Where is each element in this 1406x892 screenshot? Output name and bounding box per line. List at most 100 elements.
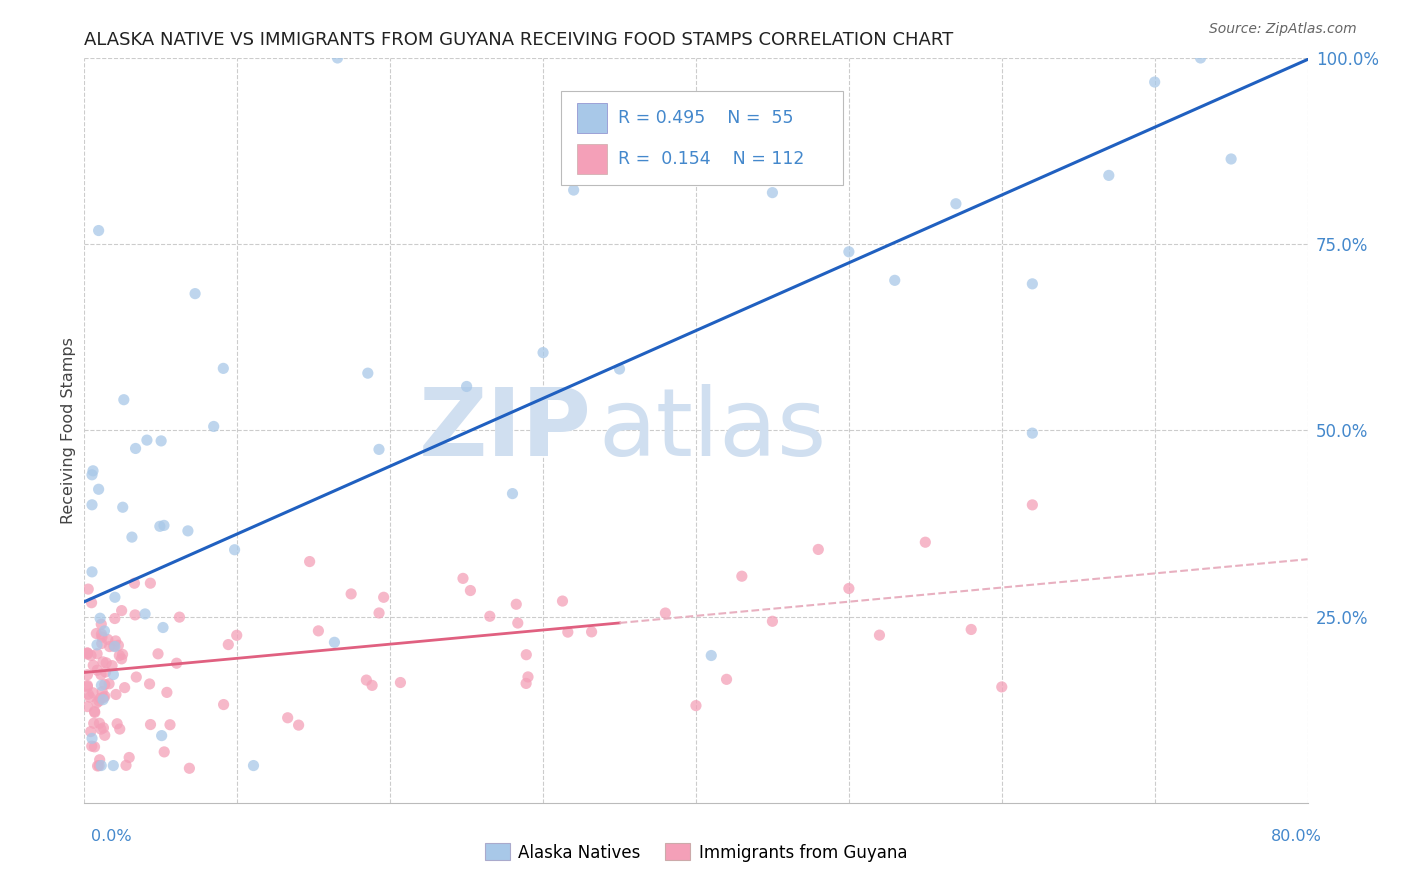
Point <box>89 753 111 767</box>
Point <box>883 273 905 287</box>
Text: Source: ZipAtlas.com: Source: ZipAtlas.com <box>1209 22 1357 37</box>
Point <box>287 718 309 732</box>
Point <box>103 639 125 653</box>
Point <box>98 677 121 691</box>
Point <box>89 691 111 706</box>
Point <box>159 717 181 731</box>
Point <box>150 434 173 448</box>
Point <box>373 591 395 605</box>
Text: 80.0%: 80.0% <box>1271 830 1322 844</box>
Point <box>731 569 754 583</box>
Point <box>609 362 631 376</box>
Point <box>80 498 103 512</box>
Point <box>80 731 103 746</box>
Point <box>77 582 100 596</box>
Point <box>86 663 108 677</box>
Point <box>76 680 98 694</box>
Point <box>89 716 111 731</box>
Point <box>103 667 125 681</box>
Point <box>105 716 128 731</box>
Point <box>177 524 200 538</box>
Point <box>761 186 783 200</box>
Point <box>212 361 235 376</box>
Point <box>179 761 201 775</box>
Point <box>103 758 125 772</box>
Point <box>361 678 384 692</box>
Point <box>110 652 132 666</box>
Point <box>90 627 112 641</box>
Text: atlas: atlas <box>598 384 827 476</box>
Point <box>212 698 235 712</box>
Point <box>152 620 174 634</box>
Point <box>139 576 162 591</box>
Y-axis label: Receiving Food Stamps: Receiving Food Stamps <box>60 337 76 524</box>
Point <box>685 698 707 713</box>
Point <box>515 648 537 662</box>
Point <box>562 183 585 197</box>
Point <box>80 596 103 610</box>
Point <box>502 486 524 500</box>
Point <box>76 678 98 692</box>
Point <box>1021 277 1043 291</box>
Point <box>224 542 246 557</box>
Point <box>114 681 136 695</box>
Point <box>94 690 117 704</box>
Point <box>146 647 169 661</box>
Point <box>118 750 141 764</box>
Point <box>91 655 114 669</box>
Point <box>80 739 103 753</box>
Point <box>307 624 329 638</box>
Point <box>654 606 676 620</box>
Point <box>960 623 983 637</box>
Point <box>90 758 112 772</box>
Point <box>125 670 148 684</box>
Point <box>121 530 143 544</box>
Point <box>1220 152 1243 166</box>
Point <box>1189 51 1212 65</box>
Point <box>478 609 501 624</box>
Text: R =  0.154    N = 112: R = 0.154 N = 112 <box>617 150 804 169</box>
Point <box>80 648 103 663</box>
Point <box>97 632 120 647</box>
Point <box>76 646 98 660</box>
Point <box>90 722 112 736</box>
Point <box>1021 498 1043 512</box>
Point <box>134 607 156 621</box>
Point <box>90 667 112 681</box>
Point <box>83 716 105 731</box>
Point <box>111 648 134 662</box>
Point <box>93 690 115 705</box>
Point <box>87 758 110 772</box>
Point <box>991 680 1014 694</box>
Point <box>108 722 131 736</box>
Point <box>96 656 118 670</box>
Point <box>506 615 529 630</box>
Point <box>451 571 474 585</box>
Point <box>108 648 131 663</box>
Point <box>89 611 111 625</box>
Point <box>82 686 104 700</box>
Point <box>357 366 380 380</box>
Point <box>76 699 98 714</box>
Legend: Alaska Natives, Immigrants from Guyana: Alaska Natives, Immigrants from Guyana <box>485 843 907 862</box>
Point <box>86 638 108 652</box>
Point <box>202 419 225 434</box>
Text: R = 0.495    N =  55: R = 0.495 N = 55 <box>617 110 793 128</box>
Point <box>87 223 110 237</box>
Point <box>90 617 112 632</box>
Point <box>98 640 121 654</box>
Point <box>456 379 478 393</box>
Point <box>83 706 105 720</box>
Point <box>104 634 127 648</box>
Point <box>1021 426 1043 441</box>
Point <box>86 647 108 661</box>
Point <box>135 433 157 447</box>
Point <box>557 625 579 640</box>
Point <box>93 721 115 735</box>
Point <box>94 677 117 691</box>
Point <box>298 555 321 569</box>
Point <box>76 647 98 661</box>
Point <box>460 583 482 598</box>
Point <box>86 759 108 773</box>
Point <box>91 692 114 706</box>
